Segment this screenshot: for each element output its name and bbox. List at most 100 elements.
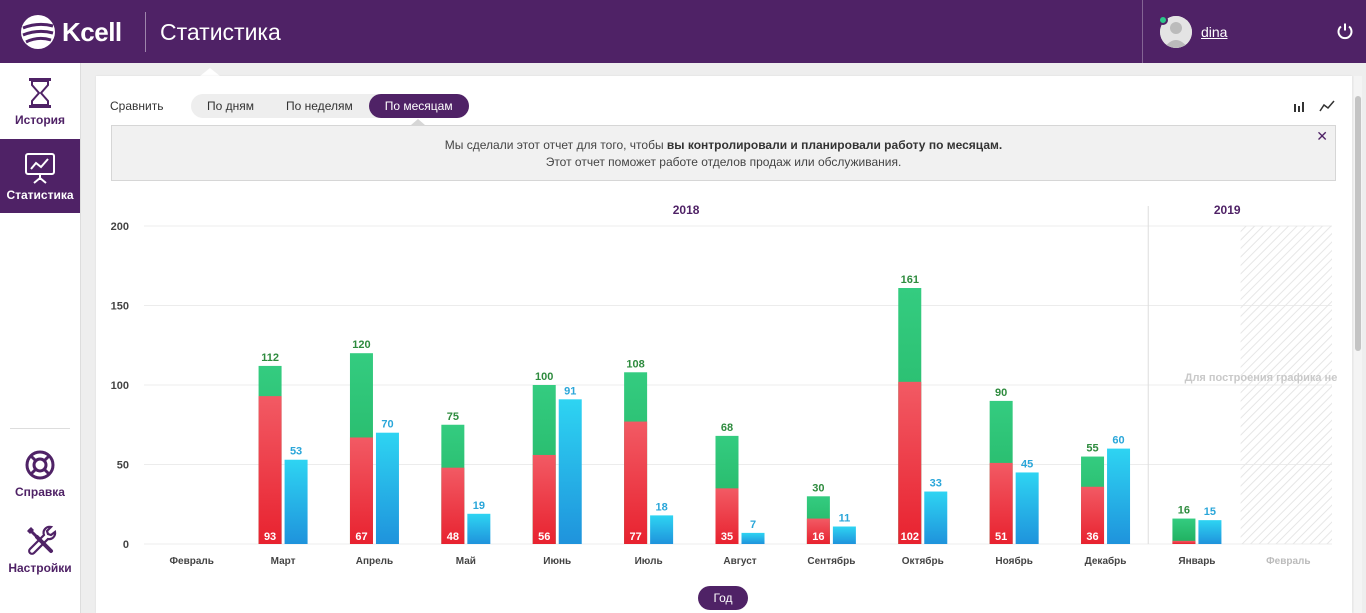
tab-by-months[interactable]: По месяцам: [368, 94, 469, 118]
bar-red-part: [624, 421, 648, 544]
data-label-red: 67: [355, 531, 367, 543]
data-label-total: 30: [812, 482, 824, 494]
data-label-blue: 70: [381, 419, 393, 431]
year-label-2019: 2019: [1214, 203, 1241, 217]
sidebar-item-label: Настройки: [8, 561, 72, 575]
bar-blue: [1198, 520, 1222, 544]
y-tick-label: 150: [111, 301, 129, 313]
bar-red-part: [898, 381, 922, 544]
sidebar-item-statistics[interactable]: Статистика: [0, 139, 80, 213]
bar-red-part: [258, 396, 282, 544]
sidebar-item-label: Справка: [15, 485, 65, 499]
tab-by-days[interactable]: По дням: [207, 99, 255, 113]
bar-blue: [832, 526, 856, 544]
avatar[interactable]: [1160, 16, 1192, 48]
data-label-blue: 15: [1204, 506, 1216, 518]
info-pointer: [411, 119, 425, 125]
x-category-label: Май: [456, 556, 476, 567]
monthly-bar-chart: 0 50 100 150 200 2018 2019 Для построения графи…: [111, 203, 1338, 567]
data-label-blue: 53: [290, 446, 302, 458]
y-tick-label: 200: [111, 221, 129, 233]
bar-blue: [558, 399, 582, 544]
sidebar-item-label: Статистика: [6, 188, 74, 202]
data-label-red: 56: [538, 531, 550, 543]
online-status-dot: [1158, 15, 1168, 25]
data-label-red: 102: [901, 531, 919, 543]
data-label-blue: 18: [655, 501, 667, 513]
bar-red-part: [1172, 540, 1196, 544]
kcell-logo-icon: [21, 15, 55, 49]
tab-by-weeks[interactable]: По неделям: [286, 99, 353, 113]
chart-view-switcher: [1293, 100, 1335, 112]
data-label-total: 100: [535, 371, 553, 383]
data-label-total: 120: [352, 339, 370, 351]
period-switcher: По дням По неделям По месяцам: [191, 94, 469, 118]
data-label-total: 161: [901, 274, 919, 286]
bar-blue: [741, 532, 765, 544]
data-label-total: 112: [261, 352, 279, 364]
bar-blue: [1107, 448, 1131, 544]
no-data-area: [1240, 226, 1332, 544]
presentation-chart-icon: [25, 153, 55, 184]
x-category-label: Июль: [635, 556, 663, 567]
bar-blue: [650, 515, 674, 544]
logo-text: Kcell: [62, 16, 122, 47]
x-category-label: Февраль: [169, 556, 213, 567]
username-link[interactable]: dina: [1201, 24, 1228, 40]
data-label-total: 68: [721, 422, 733, 434]
tools-icon: [27, 525, 57, 555]
info-line-2: Этот отчет поможет работе отделов продаж…: [545, 155, 902, 169]
data-label-red: 36: [1086, 531, 1098, 543]
header-divider: [145, 12, 146, 52]
power-icon[interactable]: [1336, 22, 1354, 40]
year-label-2018: 2018: [673, 203, 700, 217]
x-category-label: Октябрь: [902, 555, 944, 567]
x-category-label: Март: [271, 556, 296, 567]
data-label-red: 93: [264, 531, 276, 543]
kcell-logo[interactable]: Kcell: [20, 14, 122, 50]
data-label-total: 55: [1086, 443, 1098, 455]
bar-red-part: [715, 488, 739, 544]
bar-red-part: [532, 454, 556, 544]
bar-blue: [467, 513, 491, 544]
bar-blue: [924, 491, 948, 544]
data-label-total: 16: [1178, 505, 1190, 517]
lifebuoy-icon: [25, 450, 55, 480]
sidebar-item-settings[interactable]: Настройки: [0, 523, 80, 583]
data-label-blue: 7: [750, 519, 756, 531]
active-nav-pointer: [200, 68, 220, 76]
bar-red-part: [441, 467, 465, 544]
bar-blue: [1015, 472, 1039, 544]
y-tick-label: 100: [111, 380, 129, 392]
data-label-blue: 11: [839, 513, 851, 525]
data-label-blue: 45: [1021, 458, 1033, 470]
bar-total: [1172, 518, 1196, 544]
x-category-label: Декабрь: [1085, 555, 1127, 567]
info-line-1: Мы сделали этот отчет для того, чтобы вы…: [444, 138, 1003, 152]
bar-blue: [284, 459, 308, 544]
page-title: Статистика: [160, 19, 281, 45]
sidebar-item-history[interactable]: История: [0, 77, 80, 137]
y-tick-label: 50: [117, 460, 129, 472]
x-category-label: Январь: [1178, 556, 1215, 567]
x-category-label: Сентябрь: [807, 555, 855, 567]
user-divider: [1142, 0, 1143, 63]
bar-red-part: [349, 437, 373, 544]
x-category-label: Апрель: [356, 556, 393, 567]
bar-red-part: [989, 462, 1013, 544]
data-label-blue: 33: [930, 478, 942, 490]
x-category-label: Февраль: [1266, 556, 1310, 567]
data-label-total: 108: [626, 358, 644, 370]
close-icon[interactable]: ✕: [1316, 128, 1328, 144]
data-label-red: 16: [812, 531, 824, 543]
bar-chart-icon[interactable]: [1293, 100, 1305, 112]
sidebar-item-help[interactable]: Справка: [0, 449, 80, 509]
data-label-blue: 91: [564, 385, 576, 397]
data-label-blue: 19: [473, 500, 485, 512]
data-label-red: 35: [721, 531, 733, 543]
scrollbar-thumb[interactable]: [1355, 96, 1361, 351]
data-label-red: 48: [447, 531, 459, 543]
year-button[interactable]: Год: [698, 586, 748, 610]
data-label-red: 51: [995, 531, 1007, 543]
line-chart-icon[interactable]: [1319, 100, 1335, 112]
